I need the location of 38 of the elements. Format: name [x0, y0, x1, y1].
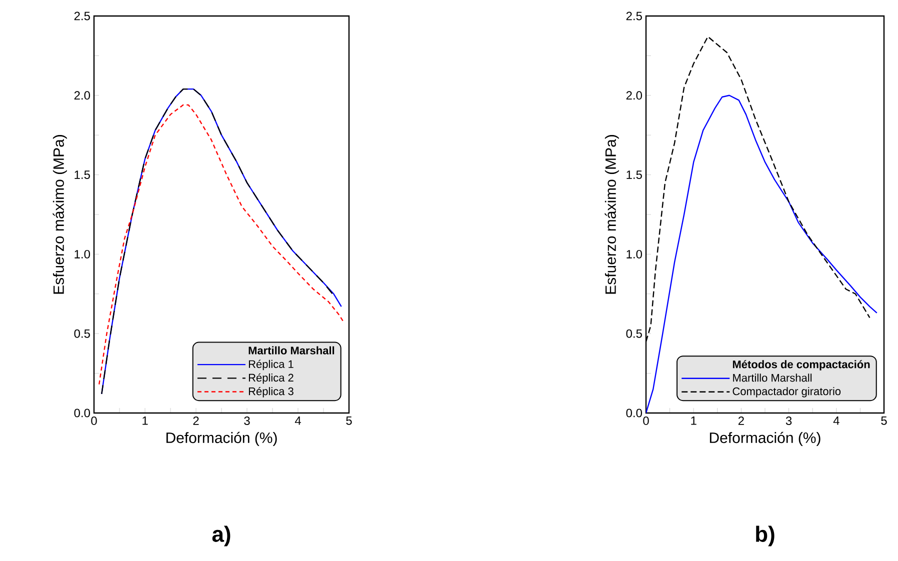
y-tick-label: 0.5: [74, 329, 90, 338]
y-tick-label: 2.0: [74, 91, 90, 100]
y-tick-label: 2.5: [626, 12, 642, 20]
x-tick-label: 3: [786, 416, 792, 426]
x-tick-label: 3: [244, 416, 250, 426]
y-tick-label: 2.0: [626, 91, 642, 100]
legend-label: Martillo Marshall: [733, 374, 812, 382]
x-tick-label: 2: [738, 416, 744, 425]
text: a): [212, 526, 230, 546]
y-tick-label: 0.0: [74, 408, 90, 418]
x-axis-title: Deformación (%): [166, 432, 277, 446]
y-tick-label: 0.0: [626, 408, 642, 418]
y-tick-label: 1.0: [626, 250, 642, 258]
y-tick-label: 1.5: [626, 170, 642, 179]
x-axis-title: Deformación (%): [710, 432, 820, 446]
y-axis-title: Esfuerzo máximo (MPa): [604, 135, 619, 294]
legend-label: Réplica 1: [248, 360, 294, 370]
line-series: [646, 94, 878, 413]
x-tick-label: 1: [142, 416, 148, 425]
legend-label: Réplica 3: [248, 386, 294, 398]
x-tick-label: 5: [881, 416, 887, 425]
y-tick-label: 0.5: [626, 329, 642, 338]
y-tick-label: 2.5: [74, 12, 90, 20]
legend-label: Réplica 2: [248, 373, 294, 384]
legend-title: Martillo Marshall: [248, 346, 334, 354]
legend-label: Compactador giratorio: [732, 387, 841, 398]
legend-title: Métodos de compactación: [732, 360, 870, 370]
x-tick-label: 5: [346, 416, 352, 425]
x-tick-label: 4: [833, 416, 840, 425]
x-tick-label: 4: [294, 416, 301, 425]
y-tick-label: 1.5: [74, 170, 90, 179]
x-tick-label: 0: [643, 416, 649, 426]
y-axis-title: Esfuerzo máximo (MPa): [52, 135, 67, 294]
x-tick-label: 0: [91, 416, 97, 426]
y-tick-label: 1.0: [74, 250, 90, 258]
text: b): [756, 526, 774, 546]
x-tick-label: 1: [691, 416, 696, 425]
x-tick-label: 2: [193, 416, 199, 425]
